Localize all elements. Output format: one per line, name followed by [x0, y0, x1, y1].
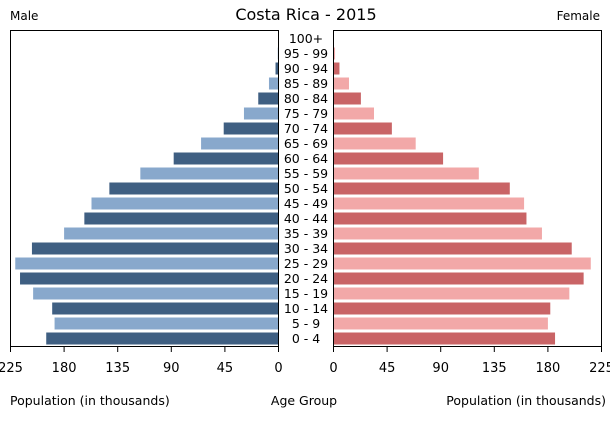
male-bar — [173, 152, 279, 165]
chart-title: Costa Rica - 2015 — [235, 5, 376, 24]
age-group-label: 55 - 59 — [284, 166, 328, 181]
female-bars — [333, 32, 591, 345]
female-x-axis-label: Population (in thousands) — [446, 393, 606, 408]
female-header: Female — [557, 9, 600, 23]
female-bar — [333, 77, 349, 90]
female-x-axis: 0 45 90 135 180 225 — [329, 346, 610, 376]
age-group-label: 20 - 24 — [284, 271, 328, 286]
male-bar — [201, 137, 279, 150]
age-group-label: 75 - 79 — [284, 106, 328, 121]
male-bar — [31, 242, 279, 255]
male-plot-frame — [10, 30, 279, 347]
male-header: Male — [10, 9, 38, 23]
age-group-label: 100+ — [289, 31, 323, 46]
male-bar — [84, 212, 279, 225]
age-group-label: 60 - 64 — [284, 151, 328, 166]
male-x-tick-label: 225 — [0, 361, 23, 376]
female-bar — [333, 167, 479, 180]
female-bar — [333, 287, 570, 300]
female-bar — [333, 107, 374, 120]
male-bar — [109, 182, 279, 195]
female-bar — [333, 137, 416, 150]
female-x-tick-label: 225 — [589, 361, 610, 376]
female-x-tick-label: 45 — [379, 361, 396, 376]
age-group-label: 30 - 34 — [284, 241, 328, 256]
age-group-label: 0 - 4 — [292, 331, 320, 346]
age-group-label: 95 - 99 — [284, 46, 328, 61]
female-bar — [333, 182, 510, 195]
female-bar — [333, 212, 527, 225]
female-bar — [333, 197, 525, 210]
female-bar — [333, 152, 444, 165]
male-bar — [64, 227, 279, 240]
age-group-label: 90 - 94 — [284, 61, 328, 76]
male-x-tick-label: 180 — [52, 361, 77, 376]
age-group-label: 50 - 54 — [284, 181, 328, 196]
male-bar — [275, 62, 279, 75]
age-group-label: 15 - 19 — [284, 286, 328, 301]
age-group-label: 45 - 49 — [284, 196, 328, 211]
male-x-tick-label: 0 — [274, 361, 282, 376]
male-bar — [140, 167, 279, 180]
age-group-label: 10 - 14 — [284, 301, 328, 316]
male-x-tick-label: 45 — [217, 361, 234, 376]
age-group-label: 85 - 89 — [284, 76, 328, 91]
female-bar — [333, 317, 548, 330]
age-group-label: 25 - 29 — [284, 256, 328, 271]
female-x-tick-label: 90 — [432, 361, 449, 376]
male-bar — [20, 272, 279, 285]
female-bar — [333, 122, 392, 135]
female-x-tick-label: 135 — [482, 361, 507, 376]
female-bar — [333, 92, 361, 105]
female-bar — [333, 47, 336, 60]
male-bars — [15, 32, 279, 345]
male-bar — [243, 107, 279, 120]
female-bar — [333, 257, 591, 270]
male-bar — [258, 92, 279, 105]
female-bar — [333, 227, 542, 240]
male-bar — [46, 332, 279, 345]
male-bar — [223, 122, 279, 135]
age-group-label: 80 - 84 — [284, 91, 328, 106]
age-group-label: 5 - 9 — [292, 316, 320, 331]
male-x-axis-label: Population (in thousands) — [10, 393, 170, 408]
female-x-tick-label: 0 — [329, 361, 337, 376]
age-group-label: 35 - 39 — [284, 226, 328, 241]
age-group-label: 65 - 69 — [284, 136, 328, 151]
male-bar — [268, 77, 279, 90]
male-bar — [33, 287, 279, 300]
male-bar — [91, 197, 279, 210]
female-bar — [333, 302, 551, 315]
female-bar — [333, 272, 584, 285]
male-bar — [15, 257, 279, 270]
female-bar — [333, 242, 572, 255]
age-group-axis-label: Age Group — [271, 393, 337, 408]
male-bar — [52, 302, 279, 315]
female-bar — [333, 332, 556, 345]
female-x-tick-label: 180 — [535, 361, 560, 376]
male-x-tick-label: 90 — [163, 361, 180, 376]
female-bar — [333, 62, 340, 75]
male-bar — [54, 317, 279, 330]
age-group-label: 70 - 74 — [284, 121, 328, 136]
male-x-tick-label: 135 — [105, 361, 130, 376]
age-group-label: 40 - 44 — [284, 211, 328, 226]
male-x-axis: 0 45 90 135 180 225 — [0, 346, 283, 376]
female-plot-frame — [333, 30, 602, 347]
